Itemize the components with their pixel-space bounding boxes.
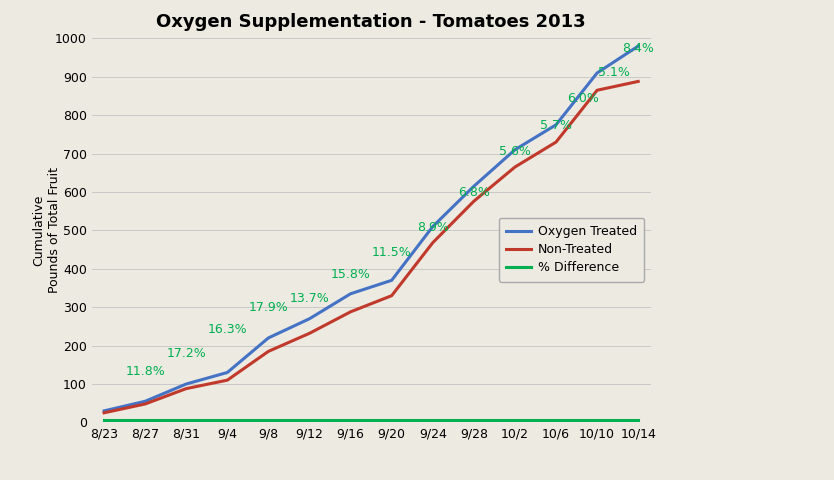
% Difference (510, 418, 520, 423)
Non-Treated (469, 198, 479, 204)
Text: 11.8%: 11.8% (125, 365, 165, 378)
Oxygen Treated (99, 408, 109, 414)
Non-Treated (304, 330, 314, 336)
Text: 5.1%: 5.1% (598, 67, 630, 80)
Text: 8.4%: 8.4% (622, 42, 654, 55)
Text: 5.6%: 5.6% (499, 145, 531, 158)
Text: 11.5%: 11.5% (372, 246, 411, 259)
Oxygen Treated (510, 147, 520, 153)
Title: Oxygen Supplementation - Tomatoes 2013: Oxygen Supplementation - Tomatoes 2013 (156, 13, 586, 31)
Non-Treated (387, 293, 397, 299)
Text: 16.3%: 16.3% (208, 324, 247, 336)
Oxygen Treated (551, 122, 561, 128)
Non-Treated (99, 410, 109, 416)
Non-Treated (223, 377, 233, 383)
Non-Treated (181, 386, 191, 392)
% Difference (592, 418, 602, 423)
Y-axis label: Cumulative
Pounds of Total Fruit: Cumulative Pounds of Total Fruit (33, 168, 61, 293)
Non-Treated (345, 309, 355, 315)
% Difference (551, 418, 561, 423)
Oxygen Treated (304, 316, 314, 322)
Non-Treated (633, 79, 643, 84)
Line: Oxygen Treated: Oxygen Treated (104, 46, 638, 411)
Oxygen Treated (223, 370, 233, 375)
Oxygen Treated (428, 224, 438, 229)
% Difference (223, 418, 233, 423)
Non-Treated (551, 139, 561, 145)
Oxygen Treated (345, 291, 355, 297)
Text: 5.7%: 5.7% (540, 119, 572, 132)
Non-Treated (140, 401, 150, 407)
% Difference (633, 418, 643, 423)
Non-Treated (510, 164, 520, 170)
% Difference (469, 418, 479, 423)
Oxygen Treated (592, 70, 602, 76)
Text: 17.9%: 17.9% (249, 301, 289, 314)
% Difference (181, 418, 191, 423)
% Difference (264, 418, 274, 423)
Oxygen Treated (469, 183, 479, 189)
Oxygen Treated (264, 335, 274, 341)
Text: 17.2%: 17.2% (166, 347, 206, 360)
Line: Non-Treated: Non-Treated (104, 82, 638, 413)
Text: 8.9%: 8.9% (417, 221, 449, 234)
Oxygen Treated (633, 43, 643, 49)
Non-Treated (592, 87, 602, 93)
Text: 13.7%: 13.7% (289, 292, 329, 305)
Oxygen Treated (387, 277, 397, 283)
Oxygen Treated (140, 398, 150, 404)
% Difference (387, 418, 397, 423)
Text: 15.8%: 15.8% (330, 268, 370, 281)
Non-Treated (264, 348, 274, 354)
% Difference (304, 418, 314, 423)
% Difference (428, 418, 438, 423)
% Difference (99, 418, 109, 423)
Oxygen Treated (181, 381, 191, 387)
% Difference (345, 418, 355, 423)
Text: 6.8%: 6.8% (458, 186, 490, 199)
Legend: Oxygen Treated, Non-Treated, % Difference: Oxygen Treated, Non-Treated, % Differenc… (499, 217, 645, 282)
Text: 6.0%: 6.0% (567, 92, 599, 105)
Non-Treated (428, 240, 438, 246)
% Difference (140, 418, 150, 423)
